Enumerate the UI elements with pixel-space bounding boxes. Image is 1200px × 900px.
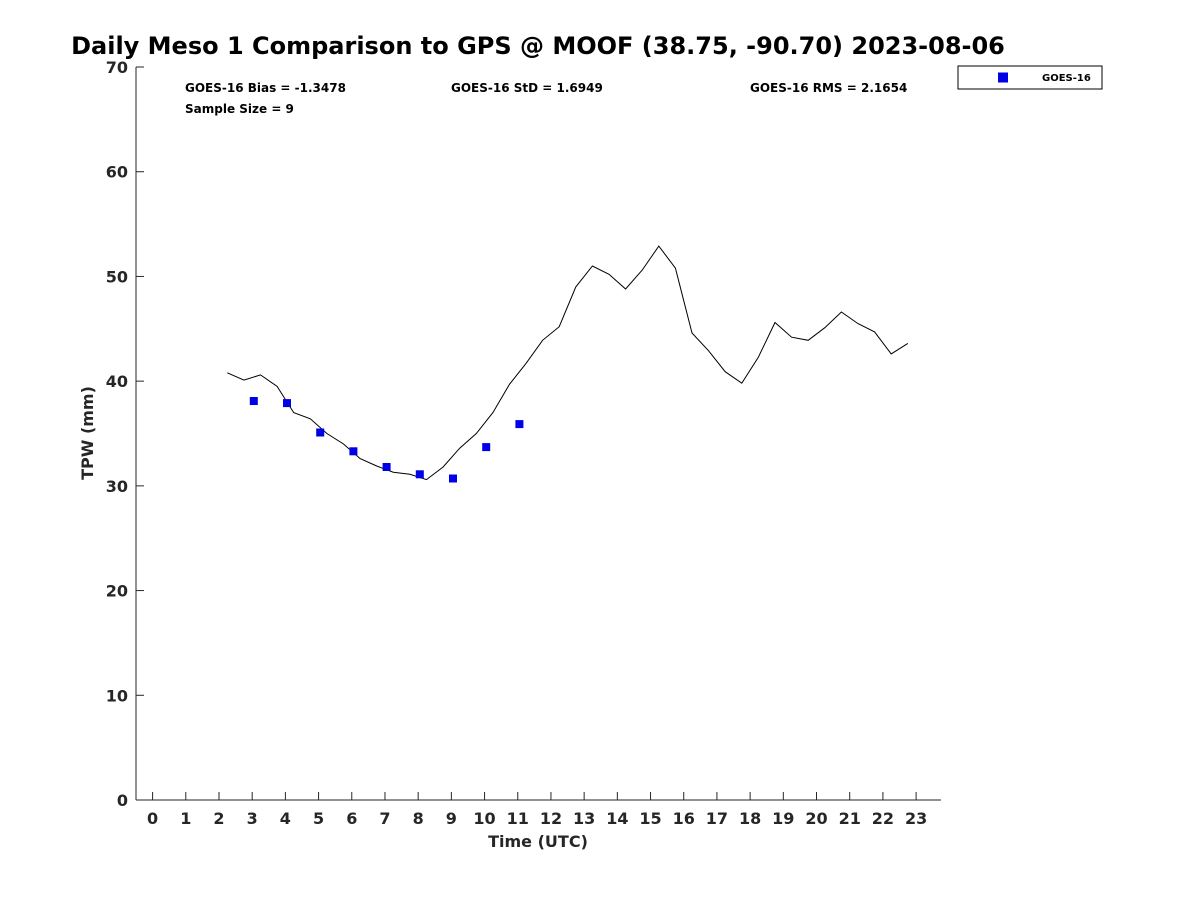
goes-16-data-point [449,474,457,483]
x-tick-label: 5 [313,809,324,828]
legend-box [957,65,1103,90]
x-tick-label: 4 [280,809,291,828]
x-axis-ticks: 0 1 2 3 4 5 6 7 8 9 10 11 12 13 14 15 16 17 18 19 20 21 22 23 [147,792,927,828]
y-tick-label: 20 [106,582,128,601]
y-axis-label: TPW (mm) [78,386,97,480]
x-tick-label: 17 [706,809,728,828]
std-stat: GOES-16 StD = 1.6949 [451,81,603,95]
x-tick-label: 2 [213,809,224,828]
x-tick-label: 6 [346,809,357,828]
sample-size-stat: Sample Size = 9 [185,102,294,116]
x-tick-label: 10 [473,809,495,828]
x-tick-label: 19 [772,809,794,828]
goes-16-data-point [316,428,325,437]
x-tick-label: 22 [872,809,894,828]
x-tick-label: 14 [606,809,628,828]
y-tick-label: 30 [106,477,128,496]
bias-stat: GOES-16 Bias = -1.3478 [185,81,346,95]
goes-16-data-point [415,470,424,479]
series-layer [227,245,909,483]
goes-16-data-point [382,463,391,471]
x-tick-label: 13 [573,809,595,828]
y-tick-label: 0 [117,791,128,810]
y-axis-ticks: 0 10 20 30 40 50 60 70 [106,58,144,810]
goes-16-data-point [249,397,258,405]
legend: GOES-16 [957,65,1103,90]
y-tick-label: 50 [106,267,128,286]
x-tick-label: 15 [639,809,661,828]
x-tick-label: 1 [180,809,191,828]
y-tick-label: 10 [106,686,128,705]
chart-title: Daily Meso 1 Comparison to GPS @ MOOF (3… [71,32,1005,60]
y-tick-label: 40 [106,372,128,391]
x-tick-label: 3 [247,809,258,828]
x-tick-label: 21 [839,809,861,828]
y-tick-label: 60 [106,163,128,182]
x-tick-label: 0 [147,809,158,828]
x-tick-label: 8 [413,809,424,828]
x-tick-label: 12 [540,809,562,828]
x-tick-label: 7 [379,809,390,828]
gps-line-series [227,245,909,481]
x-tick-label: 9 [446,809,457,828]
x-tick-label: 18 [739,809,761,828]
goes-16-data-point [349,447,358,456]
x-tick-label: 16 [673,809,695,828]
legend-marker [998,72,1008,83]
y-tick-label: 70 [106,58,128,77]
x-tick-label: 11 [507,809,529,828]
x-axis-label: Time (UTC) [488,832,588,851]
x-tick-label: 20 [805,809,827,828]
goes-16-data-point [482,443,491,452]
x-tick-label: 23 [905,809,927,828]
goes-16-data-point [515,420,524,429]
axes [135,67,941,801]
goes-16-data-point [283,399,291,408]
legend-label: GOES-16 [1042,73,1091,84]
rms-stat: GOES-16 RMS = 2.1654 [750,81,907,95]
